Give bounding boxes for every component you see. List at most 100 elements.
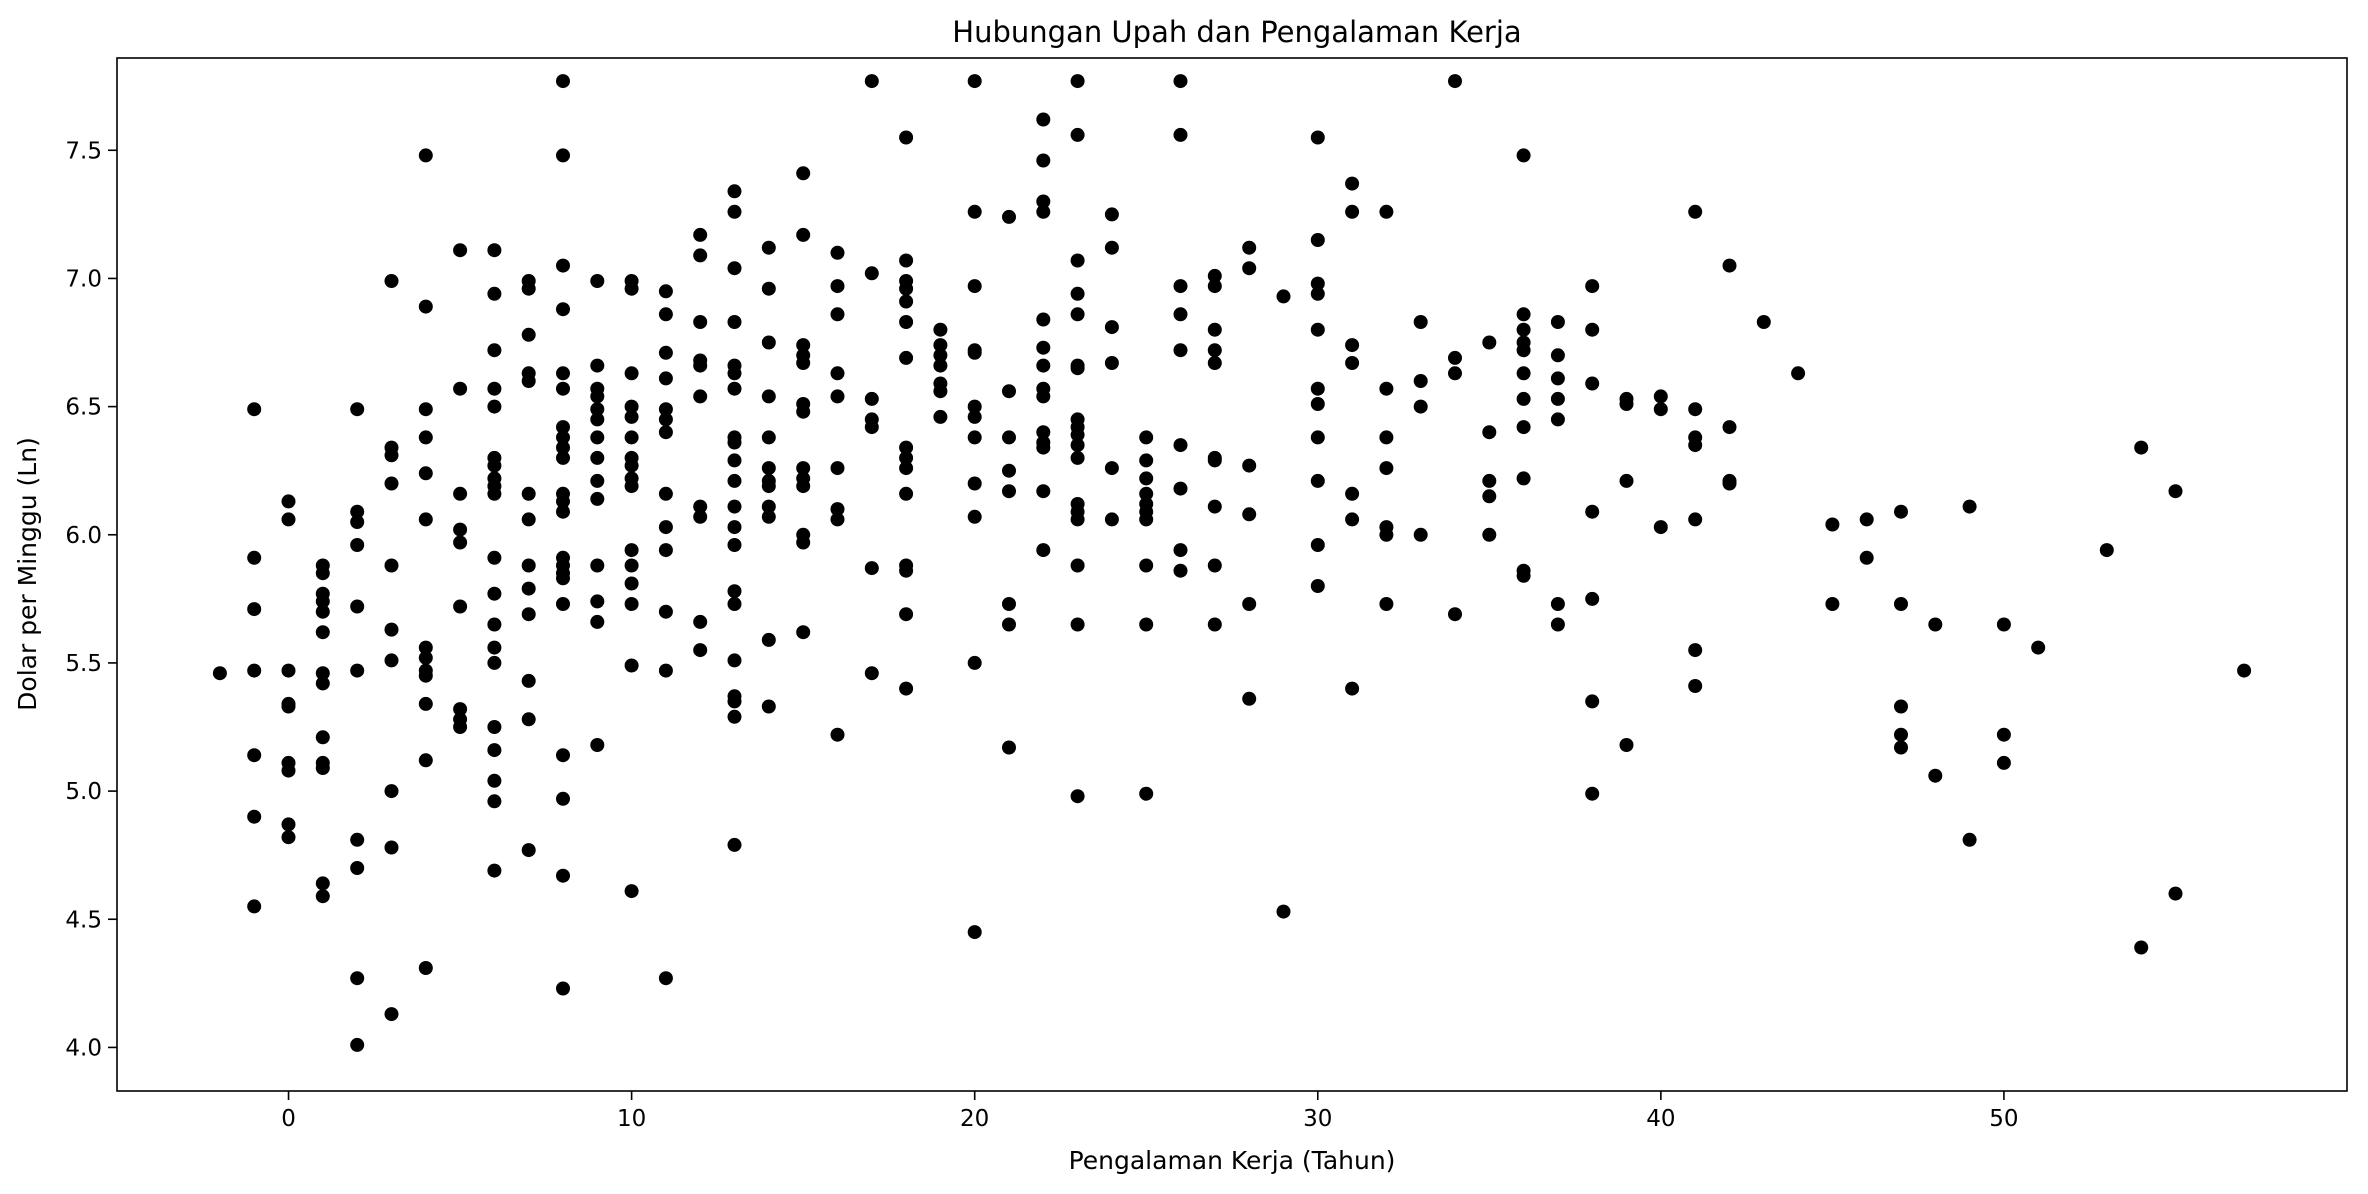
data-point xyxy=(1722,258,1737,273)
data-point xyxy=(1413,315,1428,329)
data-point xyxy=(1516,568,1531,583)
data-point xyxy=(1722,420,1737,435)
data-point xyxy=(796,404,811,419)
data-point xyxy=(1139,786,1154,801)
data-point xyxy=(487,381,502,396)
data-point xyxy=(727,435,742,450)
data-point xyxy=(1516,343,1531,358)
data-point xyxy=(418,640,433,655)
data-point xyxy=(1070,438,1085,453)
y-tick-label: 6.0 xyxy=(65,523,102,549)
data-point xyxy=(1070,74,1085,89)
data-point xyxy=(624,458,639,473)
data-point xyxy=(1173,438,1188,453)
data-point xyxy=(556,420,570,435)
data-point xyxy=(315,730,330,745)
data-point xyxy=(658,543,673,558)
data-point xyxy=(1173,279,1188,294)
data-point xyxy=(1276,289,1291,304)
data-point xyxy=(899,130,914,145)
data-point xyxy=(1516,391,1531,406)
data-point xyxy=(693,227,708,242)
data-point xyxy=(1002,209,1016,224)
data-point xyxy=(727,499,742,514)
data-point xyxy=(864,391,879,406)
data-point xyxy=(418,402,433,417)
data-point xyxy=(281,512,296,527)
data-point xyxy=(384,653,399,668)
data-point xyxy=(350,971,365,986)
data-point xyxy=(727,584,742,599)
data-point xyxy=(453,243,468,258)
data-point xyxy=(830,727,845,742)
data-point xyxy=(1310,322,1325,337)
data-point xyxy=(521,486,536,501)
data-point xyxy=(590,738,605,752)
data-point xyxy=(1242,458,1257,473)
data-point xyxy=(1036,484,1051,499)
data-point xyxy=(487,243,502,258)
data-point xyxy=(1242,691,1257,706)
data-point xyxy=(590,389,605,404)
data-point xyxy=(384,476,399,491)
data-point xyxy=(315,761,330,775)
data-point xyxy=(247,550,262,565)
data-point xyxy=(1619,397,1634,411)
data-point xyxy=(1310,286,1325,301)
data-point xyxy=(624,543,639,558)
data-point xyxy=(350,663,365,678)
data-point xyxy=(899,294,914,309)
data-point xyxy=(796,625,811,640)
data-point xyxy=(247,748,262,763)
data-point xyxy=(590,450,605,465)
data-point xyxy=(727,204,742,219)
data-point xyxy=(556,868,570,883)
data-point xyxy=(453,599,468,614)
data-point xyxy=(761,699,776,714)
data-point xyxy=(487,286,502,301)
data-point xyxy=(967,279,982,294)
data-point xyxy=(1379,527,1394,542)
data-point xyxy=(2168,484,2183,499)
data-point xyxy=(796,227,811,242)
data-point xyxy=(556,381,570,396)
data-point xyxy=(761,632,776,647)
data-point xyxy=(1070,286,1085,301)
data-point xyxy=(1379,381,1394,396)
data-point xyxy=(418,466,433,481)
data-point xyxy=(590,430,605,445)
data-point xyxy=(1345,176,1360,191)
data-point xyxy=(658,284,673,299)
data-point xyxy=(1688,402,1703,417)
data-point xyxy=(1550,348,1565,363)
data-point xyxy=(418,148,433,163)
data-point xyxy=(1688,512,1703,527)
data-point xyxy=(556,440,570,455)
chart-title: Hubungan Upah dan Pengalaman Kerja xyxy=(952,15,1521,49)
data-point xyxy=(1310,538,1325,552)
data-point xyxy=(830,245,845,260)
data-point xyxy=(281,830,296,845)
data-point xyxy=(796,338,811,353)
data-point xyxy=(1104,356,1119,370)
data-point xyxy=(624,576,639,591)
data-point xyxy=(1448,350,1462,365)
data-point xyxy=(487,655,502,670)
data-point xyxy=(1002,740,1016,755)
data-point xyxy=(521,607,536,622)
data-point xyxy=(1550,412,1565,427)
data-point xyxy=(658,412,673,427)
data-point xyxy=(899,281,914,296)
data-point xyxy=(350,861,365,875)
data-point xyxy=(315,876,330,891)
data-point xyxy=(2031,640,2046,655)
data-point xyxy=(1310,130,1325,145)
data-point xyxy=(830,279,845,294)
data-point xyxy=(624,658,639,673)
data-point xyxy=(1310,397,1325,411)
data-point xyxy=(590,491,605,506)
data-point xyxy=(658,663,673,678)
data-point xyxy=(796,166,811,181)
